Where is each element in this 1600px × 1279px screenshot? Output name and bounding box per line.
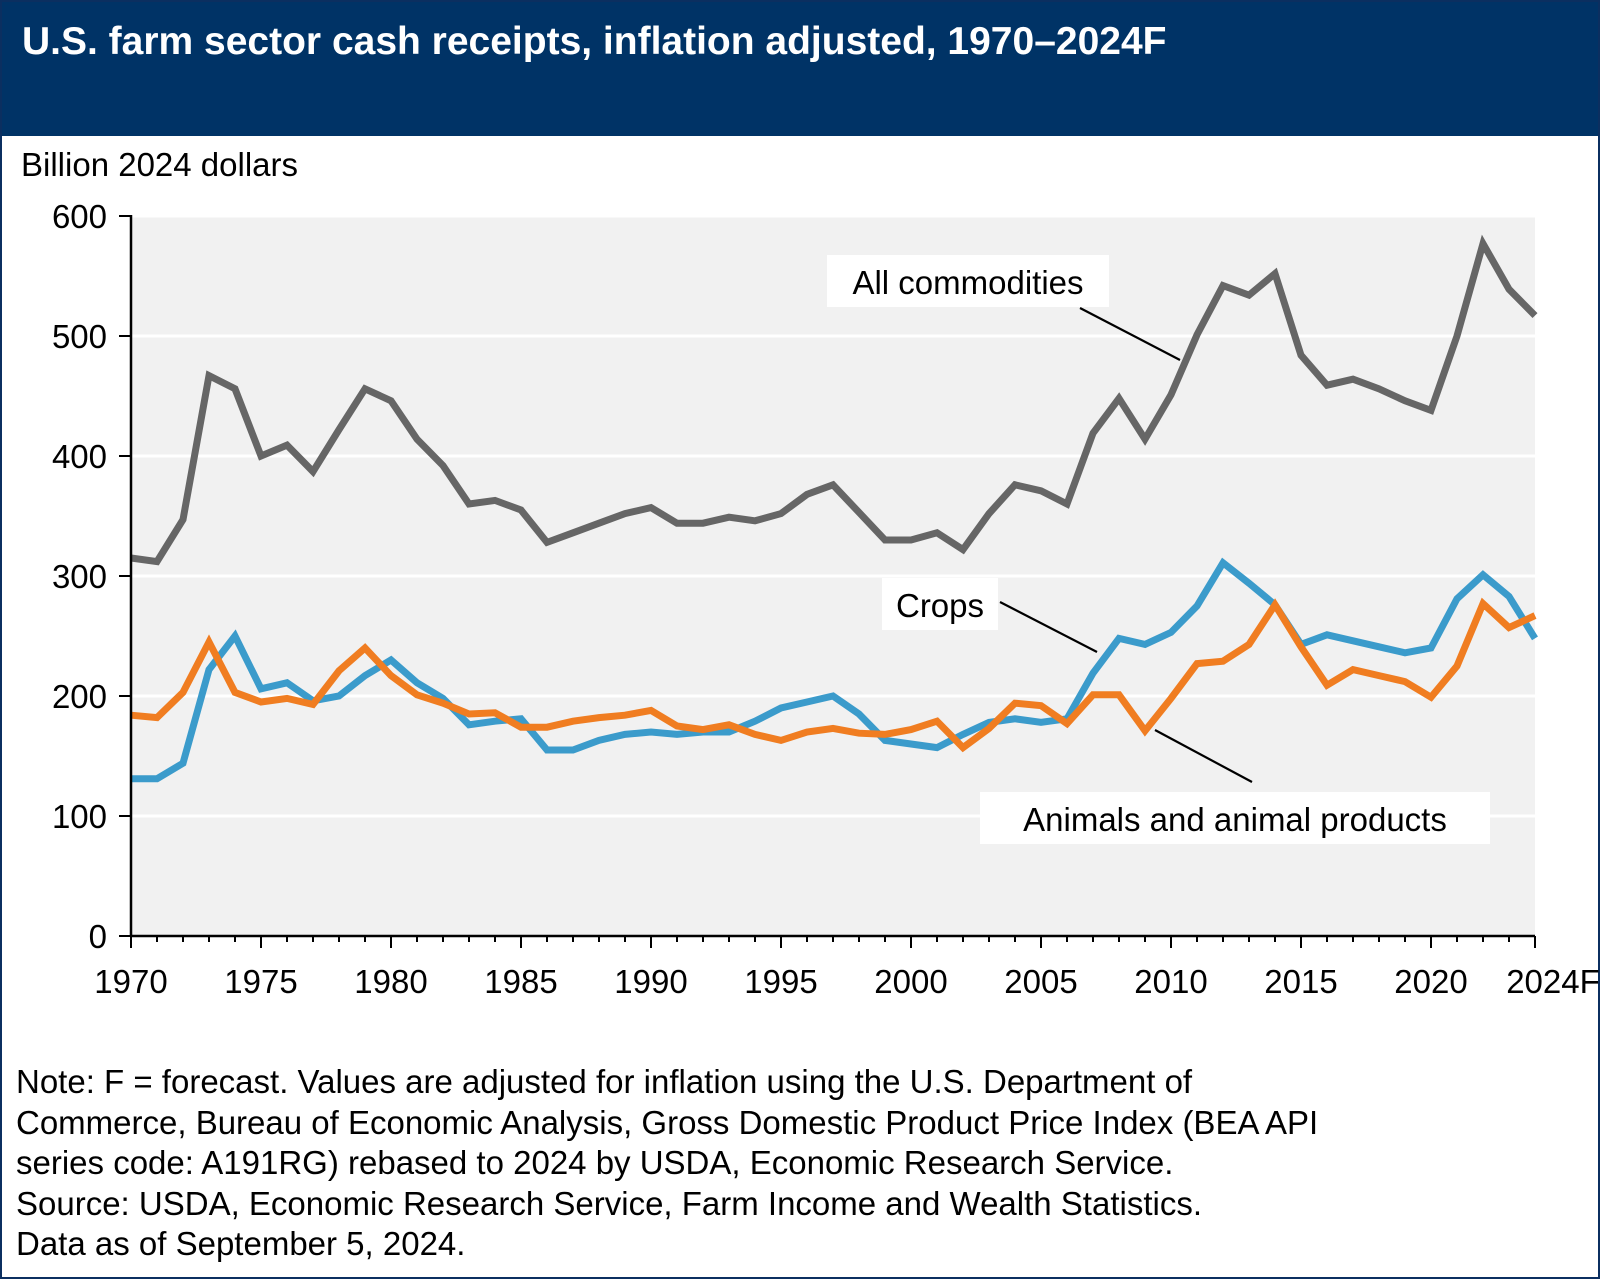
annotation-box <box>882 578 998 630</box>
x-tick-label: 2010 <box>1134 963 1207 1000</box>
note-line: series code: A191RG) rebased to 2024 by … <box>16 1144 1174 1182</box>
y-axis-ticks: 0 100 200 300 400 500 600 <box>52 198 131 955</box>
note-line: Note: F = forecast. Values are adjusted … <box>16 1063 1193 1100</box>
annotation-box <box>827 255 1109 307</box>
note-line: Commerce, Bureau of Economic Analysis, G… <box>16 1103 1319 1141</box>
annotation-crops: Crops <box>896 587 984 624</box>
series-annotations: All commodities Crops Animals and animal p… <box>827 255 1490 844</box>
y-tick-label: 0 <box>89 918 107 955</box>
y-tick-label: 500 <box>52 318 107 355</box>
y-tick-label: 200 <box>52 678 107 715</box>
x-axis-ticks: 1970 1975 1980 1985 1990 1995 2000 2005 2010 2015… <box>94 936 1600 1000</box>
leader-line <box>1154 729 1253 783</box>
x-tick-label: 1990 <box>614 963 687 1000</box>
y-tick-label: 400 <box>52 438 107 475</box>
x-tick-label: 2015 <box>1264 963 1337 1000</box>
x-tick-label: 1975 <box>224 963 297 1000</box>
x-tick-label: 2020 <box>1394 963 1467 1000</box>
source-line: Source: USDA, Economic Research Service,… <box>16 1184 1203 1222</box>
x-tick-label: 1970 <box>94 963 167 1000</box>
y-tick-label: 100 <box>52 798 107 835</box>
y-axis-label: Billion 2024 dollars <box>21 146 298 183</box>
series-lines <box>130 234 1538 783</box>
axes <box>129 215 1535 938</box>
line-animals <box>130 597 1537 753</box>
x-tick-label: 2005 <box>1004 963 1077 1000</box>
x-tick-label: 2024F <box>1506 963 1600 1000</box>
leader-line <box>1079 307 1181 361</box>
chart-notes: Note: F = forecast. Values are adjusted … <box>16 1062 1576 1265</box>
line-all-commodities <box>130 234 1538 566</box>
x-tick-label: 1985 <box>484 963 557 1000</box>
x-tick-label: 1995 <box>744 963 817 1000</box>
data-date-line: Data as of September 5, 2024. <box>16 1225 466 1263</box>
y-tick-label: 600 <box>52 198 107 235</box>
y-tick-label: 300 <box>52 558 107 595</box>
annotation-animals: Animals and animal products <box>1023 801 1447 838</box>
annotation-box <box>980 792 1490 844</box>
annotation-all-commodities: All commodities <box>852 264 1083 301</box>
x-tick-label: 2000 <box>874 963 947 1000</box>
leader-line <box>999 601 1098 653</box>
title-bar: U.S. farm sector cash receipts, inflatio… <box>2 2 1598 136</box>
x-tick-label: 1980 <box>354 963 427 1000</box>
chart-title: U.S. farm sector cash receipts, inflatio… <box>22 20 1167 63</box>
